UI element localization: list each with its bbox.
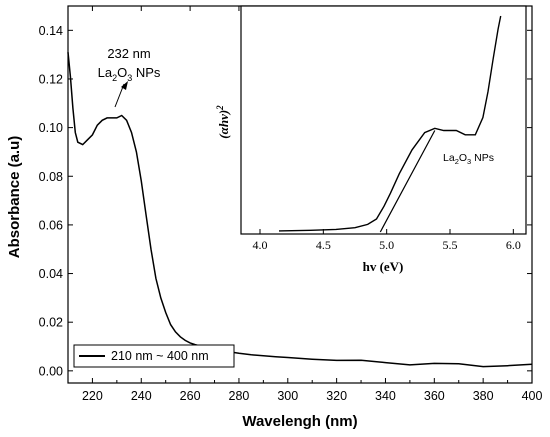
main-x-tick-label: 400 bbox=[522, 389, 543, 403]
main-x-tick-label: 280 bbox=[229, 389, 250, 403]
main-y-tick-label: 0.02 bbox=[39, 316, 63, 330]
main-x-tick-label: 220 bbox=[82, 389, 103, 403]
inset-y-axis-title: (αhv)2 bbox=[215, 105, 231, 139]
inset-x-tick-label: 4.0 bbox=[253, 238, 268, 252]
main-x-tick-label: 360 bbox=[424, 389, 445, 403]
main-y-tick-label: 0.04 bbox=[39, 267, 63, 281]
main-x-axis-title: Wavelengh (nm) bbox=[242, 413, 357, 430]
main-y-tick-label: 0.06 bbox=[39, 218, 63, 232]
peak-annotation-wavelength: 232 nm bbox=[107, 46, 150, 61]
main-y-tick-label: 0.14 bbox=[39, 24, 63, 38]
inset-x-ticks: 4.0 4.5 5.0 5.5 6.0 bbox=[253, 229, 521, 252]
legend-label: 210 nm ~ 400 nm bbox=[111, 349, 209, 363]
inset-x-axis-title: hv (eV) bbox=[363, 259, 404, 274]
main-x-tick-label: 300 bbox=[277, 389, 298, 403]
main-x-tick-label: 240 bbox=[131, 389, 152, 403]
main-y-tick-label: 0.12 bbox=[39, 72, 63, 86]
main-series-line bbox=[67, 52, 533, 368]
inset-annotation-material: La2O3 NPs bbox=[443, 152, 494, 166]
peak-annotation-material: La2O3 NPs bbox=[98, 65, 161, 83]
main-x-tick-label: 340 bbox=[375, 389, 396, 403]
main-y-axis-title: Absorbance (a.u) bbox=[6, 136, 23, 259]
main-x-tick-label: 320 bbox=[326, 389, 347, 403]
inset-x-tick-label: 5.5 bbox=[443, 238, 458, 252]
inset-x-tick-label: 6.0 bbox=[506, 238, 521, 252]
main-x-tick-label: 380 bbox=[473, 389, 494, 403]
peak-annotation-arrowhead bbox=[121, 81, 128, 90]
main-x-ticks: 220 240 260 280 300 320 340 360 380 400 bbox=[67, 6, 543, 403]
legend-box bbox=[73, 344, 235, 368]
main-x-tick-label: 260 bbox=[180, 389, 201, 403]
main-y-ticks: 0.00 0.02 0.04 0.06 0.08 0.10 0.12 0.14 bbox=[39, 24, 532, 378]
inset-frame bbox=[240, 5, 527, 235]
main-y-tick-label: 0.00 bbox=[39, 364, 63, 378]
main-y-tick-label: 0.10 bbox=[39, 121, 63, 135]
inset-tauc-line bbox=[278, 15, 502, 232]
inset-linear-fit-line bbox=[379, 130, 436, 233]
inset-x-tick-label: 5.0 bbox=[379, 238, 394, 252]
main-y-tick-label: 0.08 bbox=[39, 170, 63, 184]
inset-x-tick-label: 4.5 bbox=[316, 238, 331, 252]
